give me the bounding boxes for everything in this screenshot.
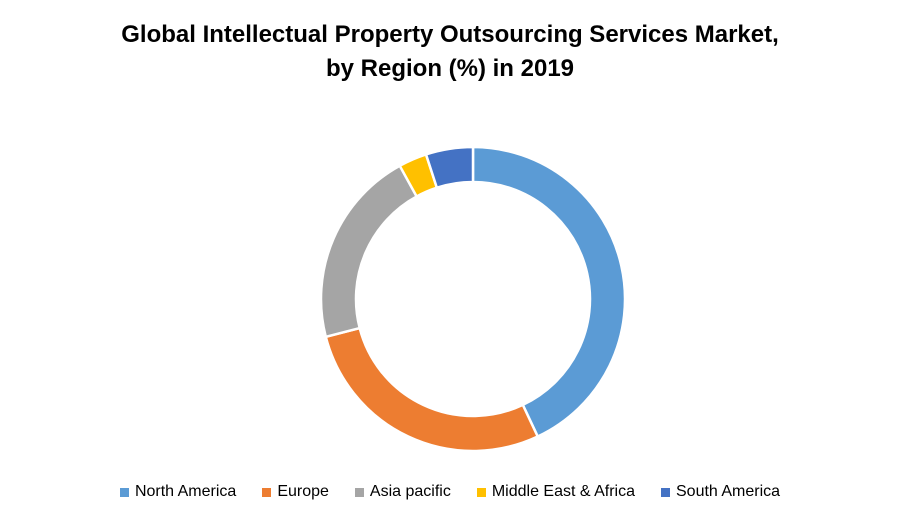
legend-label: Middle East & Africa bbox=[491, 483, 635, 500]
donut-slice-south-america bbox=[424, 145, 475, 190]
donut-slice-asia-pacific bbox=[319, 164, 419, 339]
legend-swatch bbox=[661, 487, 670, 497]
legend-item: South America bbox=[661, 483, 780, 501]
legend-swatch bbox=[262, 487, 272, 497]
legend-label: Asia pacific bbox=[369, 483, 451, 500]
legend-label: Europe bbox=[277, 483, 329, 500]
legend-swatch bbox=[119, 487, 129, 497]
chart-title: Global Intellectual Property Outsourcing… bbox=[0, 18, 900, 86]
legend-swatch bbox=[354, 487, 364, 497]
legend-item: Middle East & Africa bbox=[476, 483, 635, 501]
legend-item: Europe bbox=[262, 483, 329, 501]
legend-item: North America bbox=[119, 483, 237, 501]
donut-slice-europe bbox=[324, 326, 540, 453]
legend-label: North America bbox=[134, 483, 237, 500]
donut-slice-north-america bbox=[471, 145, 627, 439]
legend-label: South America bbox=[676, 483, 781, 500]
chart-title-line-1: Global Intellectual Property Outsourcing… bbox=[121, 21, 779, 48]
legend-item: Asia pacific bbox=[354, 483, 451, 501]
chart-title-line-2: by Region (%) in 2019 bbox=[325, 55, 575, 82]
chart-legend: North America Europe Asia pacific Middle Ea… bbox=[0, 483, 900, 501]
legend-swatch bbox=[476, 487, 486, 497]
